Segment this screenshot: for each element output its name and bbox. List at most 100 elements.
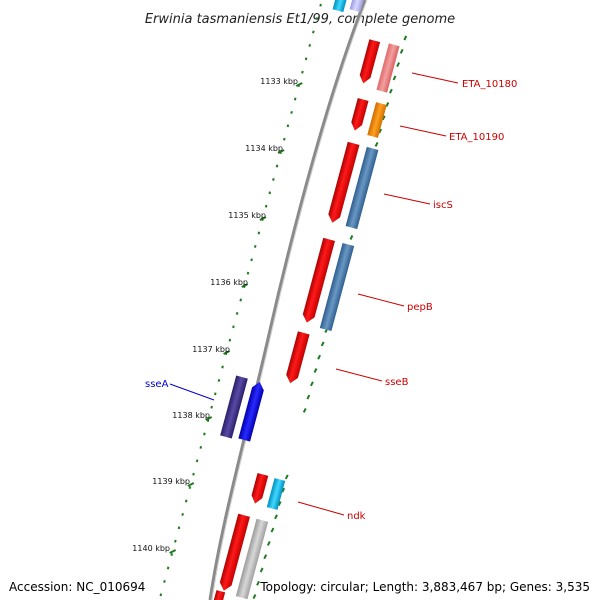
ruler-labels: 1133 kbp 1134 kbp 1135 kbp 1136 kbp 1137…	[132, 77, 298, 553]
ruler-minor-tick	[264, 204, 268, 208]
feature-top-lavender-shape	[349, 0, 365, 13]
ruler-minor-tick	[283, 137, 286, 141]
feature-pepB-cog	[319, 242, 355, 332]
outer-dash	[256, 580, 260, 586]
ruler-minor-tick	[275, 164, 279, 168]
ruler-minor-tick	[174, 539, 177, 543]
outer-dash	[320, 341, 325, 347]
ruler-minor-tick	[315, 17, 319, 21]
ruler-label-1137: 1137 kbp	[192, 345, 230, 354]
feature-sseB-red	[286, 331, 310, 384]
ruler-minor-tick	[188, 486, 192, 490]
ruler-minor-tick	[290, 110, 293, 114]
ruler-minor-tick	[159, 593, 163, 597]
genome-backbone-highlight	[211, 0, 368, 600]
outer-dash	[378, 128, 383, 134]
feature-ETA_10190-cog-shape	[367, 102, 387, 138]
feature-ETA_10180-cog	[376, 43, 400, 93]
ruler-minor-tick	[272, 177, 275, 181]
leader-pepB	[357, 293, 405, 307]
genome-summary-text: Topology: circular; Length: 3,883,467 bp…	[260, 580, 590, 594]
outer-dash	[306, 394, 311, 400]
outer-dash	[270, 527, 275, 533]
map-title: Erwinia tasmaniensis Et1/99, complete ge…	[145, 12, 455, 27]
genome-backbone	[208, 0, 367, 600]
feature-sseA-blue-shape	[238, 381, 265, 442]
feature-top-lavender	[349, 0, 365, 13]
gene-label-iscS: iscS	[433, 200, 453, 211]
outer-dash	[259, 567, 264, 573]
outer-dash	[349, 235, 354, 240]
outer-dash	[284, 474, 289, 480]
ruler-minor-tick	[195, 459, 199, 463]
ruler-major-tick	[277, 149, 285, 154]
gene-label-leaders	[169, 72, 459, 516]
ruler-minor-tick	[286, 124, 290, 128]
ruler-major-tick	[259, 216, 267, 221]
feature-bottom-gray-shape	[235, 518, 269, 600]
ruler-minor-tick	[214, 392, 217, 396]
gene-labels: ETA_10180 ETA_10190 iscS pepB sseB sseA …	[145, 79, 517, 522]
ruler-minor-tick	[301, 70, 304, 74]
outer-dash	[399, 48, 404, 54]
outer-dash	[310, 381, 314, 387]
feature-ndk-cog	[266, 478, 286, 510]
ruler-minor-tick	[253, 244, 257, 248]
feature-bottom-edge-red-shape	[212, 590, 226, 600]
feature-iscS-red-shape	[328, 141, 360, 223]
feature-top-cyan-shape	[332, 0, 348, 13]
outer-dash	[252, 594, 257, 600]
leader-ndk	[297, 501, 345, 516]
ruler-label-1139: 1139 kbp	[152, 477, 190, 486]
ruler-minor-tick	[257, 231, 261, 235]
gene-label-ETA_10190: ETA_10190	[449, 132, 504, 143]
feature-bottom-edge-red	[212, 590, 226, 600]
leader-sseA	[169, 383, 215, 401]
ruler-minor-tick	[250, 258, 253, 262]
outer-dash	[385, 102, 390, 107]
leader-ETA_10180	[411, 72, 459, 84]
feature-pepB-red-shape	[302, 237, 336, 323]
ruler-minor-tick	[217, 378, 221, 382]
outer-dash	[277, 501, 282, 506]
outer-dash	[313, 368, 318, 373]
ruler-major-tick	[205, 416, 213, 421]
ruler-label-1135: 1135 kbp	[228, 211, 266, 220]
ruler-major-tick	[169, 549, 177, 554]
ruler-minor-ticks	[159, 3, 322, 597]
ruler-minor-tick	[184, 499, 188, 503]
feature-sseA-cog	[220, 375, 248, 439]
ruler-minor-tick	[304, 57, 308, 61]
feature-ETA_10180-red-shape	[359, 39, 381, 84]
leader-sseB	[335, 368, 383, 382]
leader-iscS	[383, 193, 431, 205]
feature-ETA_10190-red-shape	[351, 97, 369, 131]
ruler-label-1140: 1140 kbp	[132, 544, 170, 553]
feature-pepB-red	[302, 237, 336, 323]
gene-label-ndk: ndk	[347, 511, 366, 522]
outer-dash	[392, 75, 397, 81]
outer-dash	[302, 407, 307, 413]
outer-dash	[374, 141, 379, 147]
feature-sseA-blue	[238, 381, 265, 442]
feature-iscS-red	[328, 141, 360, 223]
feature-pepB-cog-shape	[319, 242, 355, 332]
feature-sseA-cog-shape	[220, 375, 248, 439]
feature-ndk-red-shape	[251, 472, 269, 504]
ruler-minor-tick	[232, 325, 235, 329]
ruler-minor-tick	[199, 445, 203, 449]
feature-ETA_10180-red	[359, 39, 381, 84]
feature-ndk-red	[251, 472, 269, 504]
ruler-label-1134: 1134 kbp	[245, 144, 283, 153]
feature-bottom-red	[219, 513, 251, 592]
ruler-minor-tick	[192, 472, 195, 476]
outer-dash	[281, 487, 286, 493]
ruler-minor-tick	[293, 97, 297, 101]
outer-dash	[389, 88, 393, 94]
ruler-minor-tick	[170, 553, 173, 557]
feature-ETA_10190-red	[351, 97, 369, 131]
ruler-minor-tick	[228, 338, 232, 342]
ruler-minor-tick	[181, 512, 184, 516]
feature-iscS-cog-shape	[345, 146, 379, 230]
feature-ndk-cog-shape	[266, 478, 286, 510]
